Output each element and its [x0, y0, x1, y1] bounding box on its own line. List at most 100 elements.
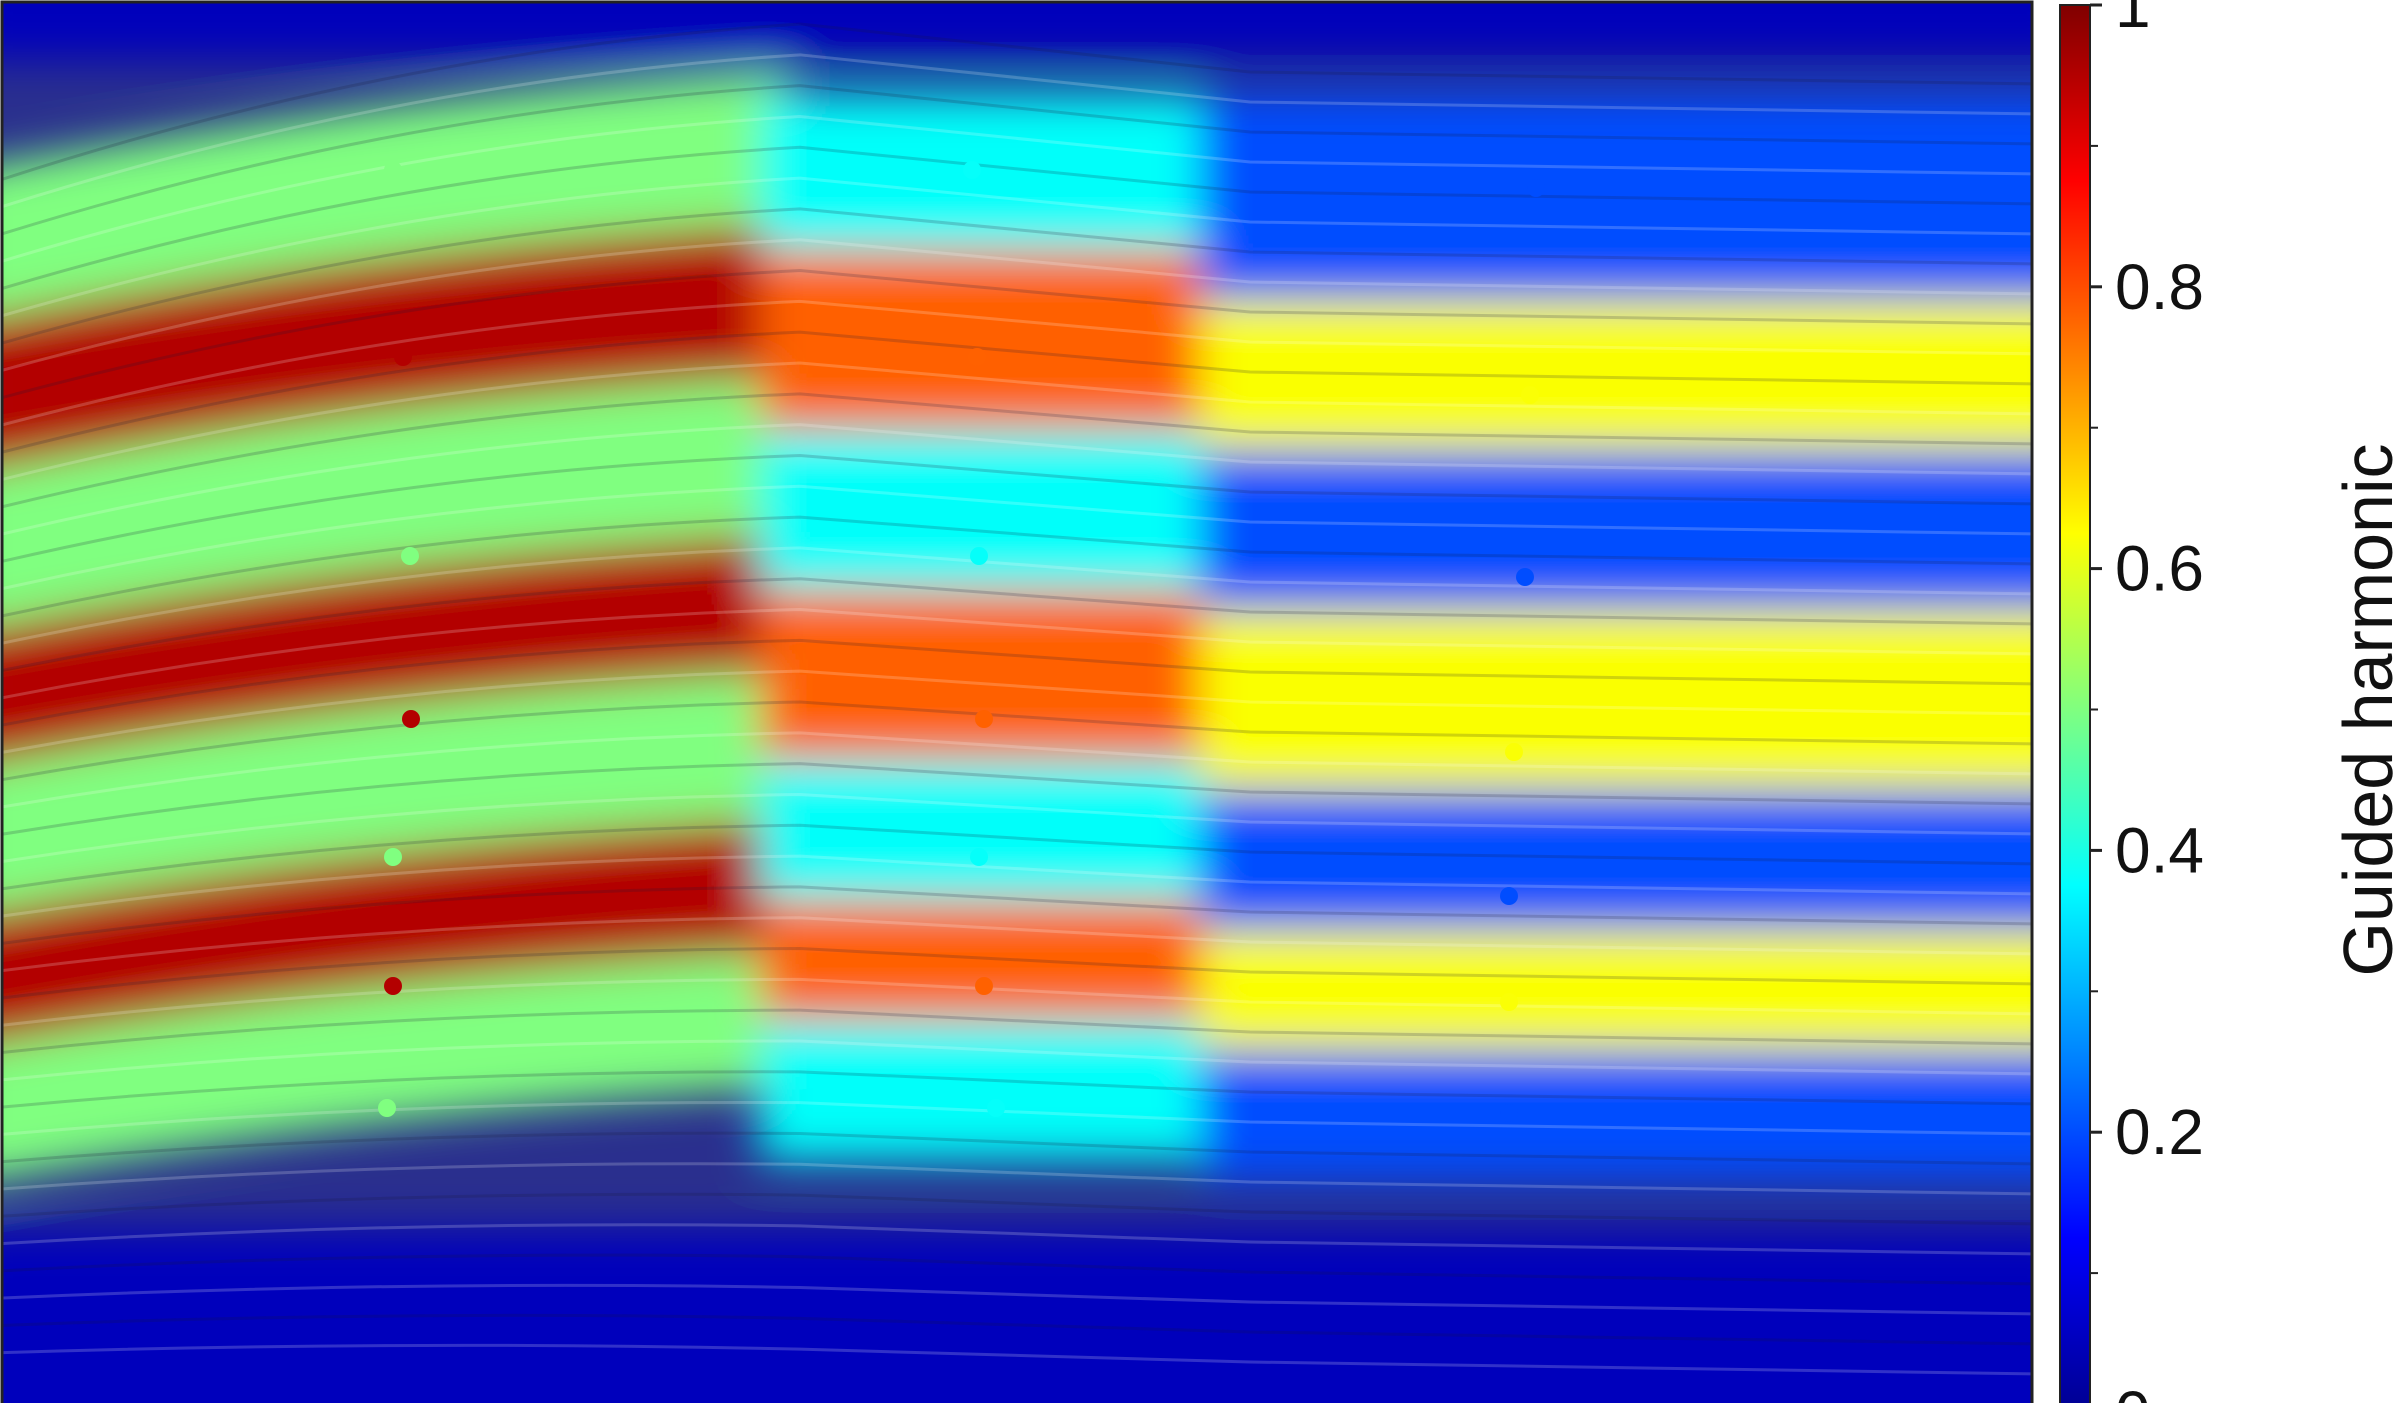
reflector-line — [3, 577, 2032, 672]
heat-band — [3, 672, 790, 909]
reflector-line — [3, 885, 2032, 945]
reflector-line — [3, 1008, 2032, 1054]
heat-band — [760, 430, 1230, 590]
sample-marker — [963, 161, 981, 179]
heat-band — [3, 532, 790, 764]
reflector-line — [3, 176, 2032, 318]
sample-marker — [1521, 386, 1539, 404]
heat-band — [1200, 609, 2032, 791]
heat-band — [1200, 929, 2032, 1051]
sample-marker — [970, 547, 988, 565]
plot-frame — [0, 0, 2034, 1403]
heat-band-top — [3, 3, 2032, 60]
colorbar-title: Guided harmonic — [2329, 443, 2398, 976]
colorbar-tick-label: 0 — [2115, 1378, 2151, 1403]
colorbar-tick-label: 0.2 — [2115, 1096, 2204, 1168]
reflector-line — [3, 1283, 2032, 1316]
sample-marker — [1500, 887, 1518, 905]
heat-band — [1200, 1049, 2032, 1181]
sample-marker — [1505, 743, 1523, 761]
reflector-line — [3, 330, 2032, 454]
heat-band — [1200, 449, 2032, 611]
heat-band — [3, 952, 790, 1179]
reflector-line — [3, 916, 2032, 973]
heat-band — [760, 1020, 1230, 1160]
heat-band — [3, 72, 790, 314]
reflector-line — [3, 1131, 2032, 1166]
heat-band — [760, 590, 1230, 760]
sample-marker — [970, 848, 988, 866]
reflector-line — [3, 392, 2032, 509]
sample-marker — [1500, 1104, 1518, 1122]
reflector-line — [3, 84, 2032, 236]
heat-band — [760, 250, 1230, 430]
sample-marker — [1516, 568, 1534, 586]
reflector-line — [3, 608, 2032, 700]
sample-marker — [987, 1099, 1005, 1117]
heatmap-plot — [3, 3, 2032, 1403]
reflector-line — [3, 145, 2032, 290]
sample-marker — [401, 547, 419, 565]
heat-band — [760, 900, 1230, 1020]
heat-band — [1200, 94, 2032, 301]
reflector-line — [3, 515, 2032, 618]
reflector-line — [3, 1313, 2032, 1346]
sample-marker — [384, 161, 402, 179]
reflector-line — [3, 207, 2032, 345]
heat-band — [3, 817, 790, 1044]
reflector-line — [3, 53, 2032, 208]
sample-marker — [1500, 993, 1518, 1011]
heat-band — [760, 95, 1230, 250]
reflector-line — [3, 823, 2032, 891]
reflector-line — [3, 546, 2032, 645]
reflector-line — [3, 731, 2032, 809]
colorbar-gradient — [2059, 4, 2091, 1403]
reflector-line — [3, 792, 2032, 863]
colorbar-ticks: 0 0.2 0.4 0.6 0.8 1 — [2090, 0, 2204, 1403]
reflector-line — [3, 638, 2032, 727]
colorbar: 0 0.2 0.4 0.6 0.8 1 Guided harmonic — [2059, 0, 2398, 1403]
reflector-line — [3, 762, 2032, 836]
reflector-line — [3, 484, 2032, 590]
colorbar-tick-label: 0.4 — [2115, 814, 2204, 886]
reflector-line — [3, 1100, 2032, 1136]
sample-marker — [975, 710, 993, 728]
reflector-line — [3, 269, 2032, 399]
reflector-line — [3, 238, 2032, 372]
sample-marker — [1527, 179, 1545, 197]
reflector-line — [3, 1253, 2032, 1286]
sample-marker — [394, 348, 412, 366]
sample-marker — [968, 348, 986, 366]
reflector-line — [3, 669, 2032, 754]
sample-markers — [378, 161, 1545, 1122]
reflector-line — [3, 22, 2032, 181]
heat-band — [1200, 299, 2032, 451]
colorbar-tick-label: 0.8 — [2115, 251, 2204, 323]
colorbar-tick-label: 0.6 — [2115, 533, 2204, 605]
sample-marker — [975, 977, 993, 995]
sample-marker — [384, 977, 402, 995]
reflector-line — [3, 1039, 2032, 1082]
sample-marker — [402, 710, 420, 728]
reflector-line — [3, 700, 2032, 782]
reflector-line — [3, 977, 2032, 1027]
heat-band — [1200, 789, 2032, 931]
colorbar-tick-label: 1 — [2115, 0, 2151, 41]
seismic-reflectors — [3, 22, 2032, 1376]
reflector-line — [3, 854, 2032, 918]
reflector-line — [3, 423, 2032, 536]
reflector-line — [3, 1343, 2032, 1376]
heat-band — [3, 222, 790, 469]
reflector-line — [3, 299, 2032, 427]
reflector-line — [3, 1223, 2032, 1256]
reflector-line — [3, 1162, 2032, 1196]
heat-band-bottom — [3, 1230, 2032, 1403]
heat-band — [3, 377, 790, 624]
reflector-line — [3, 947, 2032, 1000]
heat-band — [760, 760, 1230, 900]
sample-marker — [384, 848, 402, 866]
sample-marker — [378, 1099, 396, 1117]
reflector-line — [3, 114, 2032, 263]
reflector-line — [3, 1070, 2032, 1109]
